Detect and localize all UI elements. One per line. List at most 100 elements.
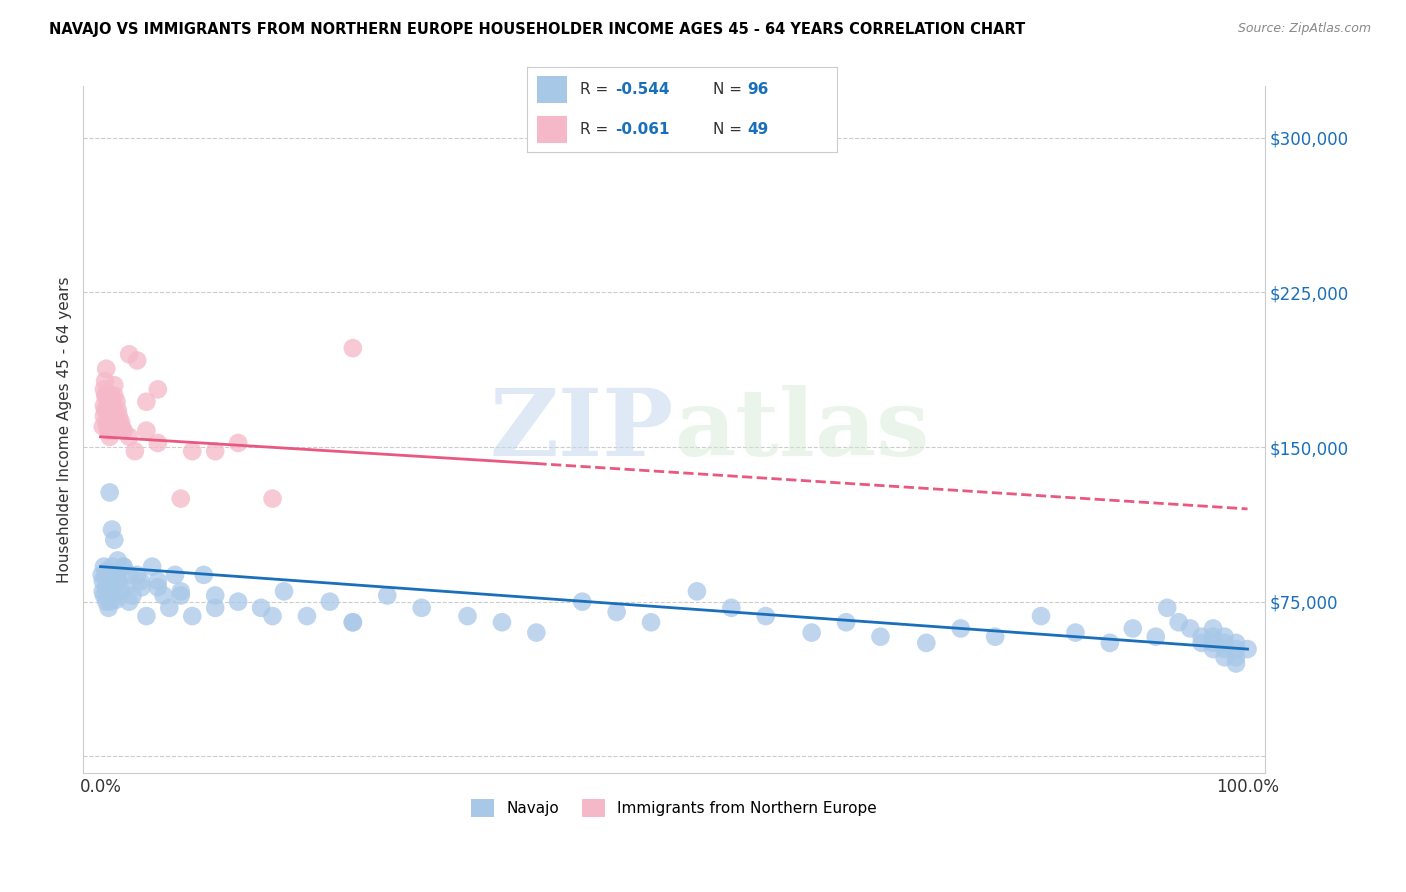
Point	[146, 382, 169, 396]
Point	[121, 589, 143, 603]
Point	[295, 609, 318, 624]
Point	[226, 436, 249, 450]
Point	[949, 622, 972, 636]
Point	[686, 584, 709, 599]
Point	[100, 388, 122, 402]
Point	[103, 378, 125, 392]
Point	[93, 399, 115, 413]
Point	[1213, 650, 1236, 665]
Point	[96, 419, 118, 434]
Point	[118, 595, 141, 609]
Point	[112, 559, 135, 574]
Y-axis label: Householder Income Ages 45 - 64 years: Householder Income Ages 45 - 64 years	[58, 277, 72, 582]
Point	[110, 419, 132, 434]
Point	[1202, 642, 1225, 657]
Point	[181, 444, 204, 458]
Point	[141, 559, 163, 574]
Point	[97, 403, 120, 417]
Point	[93, 409, 115, 424]
Point	[97, 600, 120, 615]
Point	[100, 595, 122, 609]
Point	[124, 444, 146, 458]
Point	[984, 630, 1007, 644]
Point	[98, 409, 121, 424]
Point	[97, 424, 120, 438]
Point	[105, 592, 128, 607]
Point	[800, 625, 823, 640]
Point	[1191, 630, 1213, 644]
Point	[1213, 642, 1236, 657]
Point	[118, 567, 141, 582]
Point	[1225, 657, 1247, 671]
Point	[1202, 630, 1225, 644]
Text: ZIP: ZIP	[489, 384, 673, 475]
Point	[118, 347, 141, 361]
Point	[135, 394, 157, 409]
Point	[491, 615, 513, 630]
Point	[100, 399, 122, 413]
Point	[869, 630, 891, 644]
Point	[96, 595, 118, 609]
Text: 96: 96	[747, 82, 768, 97]
Text: Source: ZipAtlas.com: Source: ZipAtlas.com	[1237, 22, 1371, 36]
Point	[105, 394, 128, 409]
Point	[93, 589, 115, 603]
Point	[606, 605, 628, 619]
Point	[104, 586, 127, 600]
Point	[319, 595, 342, 609]
Point	[98, 567, 121, 582]
Point	[157, 600, 180, 615]
Point	[114, 580, 136, 594]
Point	[103, 388, 125, 402]
Point	[262, 491, 284, 506]
Point	[91, 419, 114, 434]
Point	[1191, 636, 1213, 650]
Point	[101, 424, 124, 438]
Point	[98, 415, 121, 429]
Point	[100, 415, 122, 429]
Point	[107, 567, 129, 582]
Point	[755, 609, 778, 624]
FancyBboxPatch shape	[537, 116, 568, 143]
Point	[93, 382, 115, 396]
Point	[96, 580, 118, 594]
Point	[98, 430, 121, 444]
Legend: Navajo, Immigrants from Northern Europe: Navajo, Immigrants from Northern Europe	[465, 793, 883, 823]
Text: -0.544: -0.544	[616, 82, 669, 97]
Point	[342, 615, 364, 630]
Point	[108, 574, 131, 588]
Point	[720, 600, 742, 615]
Point	[457, 609, 479, 624]
Point	[112, 424, 135, 438]
Point	[90, 567, 112, 582]
Point	[1122, 622, 1144, 636]
Point	[165, 567, 187, 582]
Point	[146, 574, 169, 588]
Point	[100, 580, 122, 594]
Point	[1202, 622, 1225, 636]
Point	[204, 444, 226, 458]
Point	[170, 589, 193, 603]
Point	[1167, 615, 1189, 630]
Point	[93, 559, 115, 574]
Point	[1213, 630, 1236, 644]
Point	[262, 609, 284, 624]
Point	[98, 485, 121, 500]
Point	[112, 559, 135, 574]
Point	[1156, 600, 1178, 615]
Point	[110, 584, 132, 599]
Point	[110, 415, 132, 429]
Text: R =: R =	[579, 122, 613, 137]
Point	[135, 609, 157, 624]
Point	[1225, 636, 1247, 650]
Point	[94, 374, 117, 388]
Point	[250, 600, 273, 615]
Point	[571, 595, 593, 609]
Point	[131, 580, 153, 594]
Point	[96, 415, 118, 429]
Point	[91, 574, 114, 588]
Point	[915, 636, 938, 650]
Point	[375, 589, 398, 603]
Point	[94, 403, 117, 417]
Text: -0.061: -0.061	[616, 122, 669, 137]
